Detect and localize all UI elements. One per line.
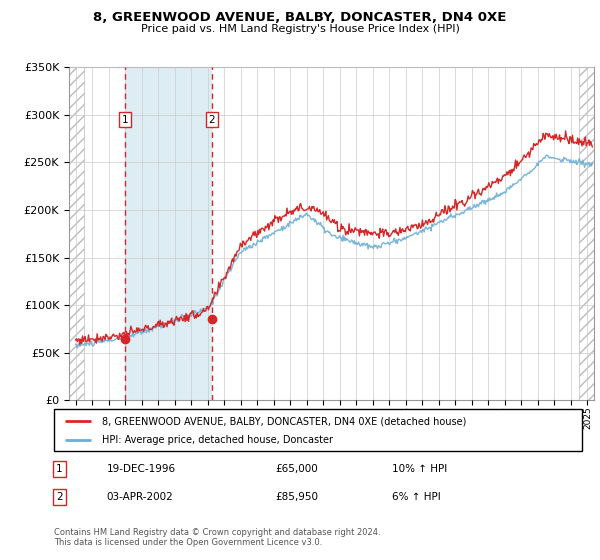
Text: Price paid vs. HM Land Registry's House Price Index (HPI): Price paid vs. HM Land Registry's House … <box>140 24 460 34</box>
Text: 10% ↑ HPI: 10% ↑ HPI <box>392 464 447 474</box>
Bar <box>579 67 594 400</box>
Bar <box>69 67 84 400</box>
Text: £85,950: £85,950 <box>276 492 319 502</box>
Text: 8, GREENWOOD AVENUE, BALBY, DONCASTER, DN4 0XE: 8, GREENWOOD AVENUE, BALBY, DONCASTER, D… <box>94 11 506 24</box>
Bar <box>125 67 212 400</box>
Text: 2: 2 <box>208 115 215 124</box>
Text: 8, GREENWOOD AVENUE, BALBY, DONCASTER, DN4 0XE (detached house): 8, GREENWOOD AVENUE, BALBY, DONCASTER, D… <box>101 417 466 426</box>
Text: £65,000: £65,000 <box>276 464 319 474</box>
Text: 6% ↑ HPI: 6% ↑ HPI <box>392 492 440 502</box>
Text: Contains HM Land Registry data © Crown copyright and database right 2024.
This d: Contains HM Land Registry data © Crown c… <box>54 528 380 547</box>
Text: 2: 2 <box>56 492 62 502</box>
Text: HPI: Average price, detached house, Doncaster: HPI: Average price, detached house, Donc… <box>101 435 332 445</box>
Text: 1: 1 <box>56 464 62 474</box>
Text: 03-APR-2002: 03-APR-2002 <box>107 492 173 502</box>
Text: 1: 1 <box>121 115 128 124</box>
Text: 19-DEC-1996: 19-DEC-1996 <box>107 464 176 474</box>
